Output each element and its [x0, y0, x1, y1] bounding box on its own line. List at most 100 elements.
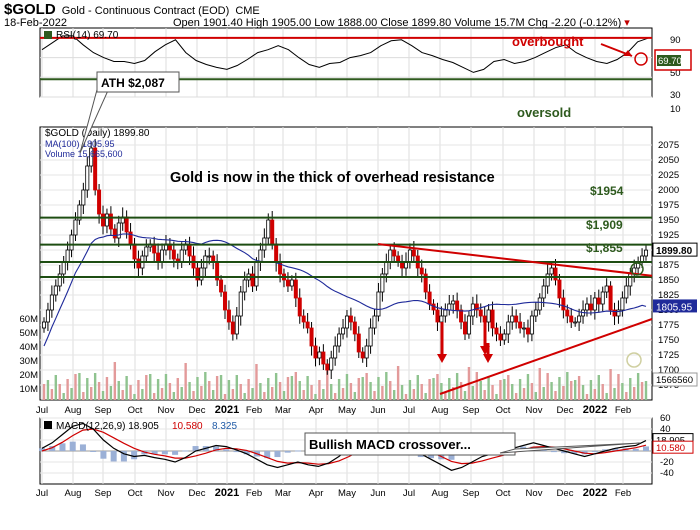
- x-tick-label: Sep: [463, 405, 480, 416]
- candle-body: [289, 279, 294, 287]
- candle-body: [348, 315, 353, 323]
- volume-bar: [333, 393, 337, 400]
- candle-body: [608, 285, 613, 311]
- volume-bar: [117, 381, 120, 400]
- candle-body: [360, 351, 365, 359]
- volume-bar: [522, 388, 526, 400]
- macd-histogram-bar: [612, 448, 619, 451]
- candle-body: [447, 303, 452, 311]
- candle-body: [486, 309, 491, 323]
- volume-bar: [278, 382, 282, 400]
- volume-bar: [62, 393, 65, 400]
- candle-body: [541, 285, 546, 299]
- candle-body: [258, 249, 263, 263]
- candle-body: [612, 309, 617, 317]
- candle-body: [628, 273, 633, 287]
- candle-body: [97, 189, 102, 215]
- candle-body: [407, 249, 412, 263]
- volume-bar: [573, 380, 577, 400]
- candle-body: [384, 261, 389, 275]
- volume-bar: [621, 383, 624, 400]
- volume-bar: [463, 391, 467, 400]
- candle-body: [459, 309, 464, 323]
- volume-bar: [290, 376, 294, 400]
- volume-bar: [514, 393, 518, 400]
- candle-body: [588, 303, 593, 311]
- candle-body: [368, 327, 373, 347]
- candle-body: [293, 279, 298, 299]
- candle-body: [321, 351, 326, 365]
- candle-body: [81, 189, 86, 206]
- volume-bar: [133, 394, 136, 400]
- candle-body: [301, 315, 306, 323]
- volume-bar: [483, 390, 486, 400]
- volume-bar: [326, 365, 329, 400]
- volume-bar: [448, 378, 451, 400]
- candle-body: [352, 321, 357, 335]
- volume-tag: 1566560: [656, 375, 693, 386]
- macd-histogram-bar: [110, 451, 117, 462]
- price-y-tick-label: 1775: [658, 320, 679, 331]
- volume-bar: [282, 391, 286, 400]
- volume-bar: [636, 373, 640, 400]
- candle-body: [596, 297, 601, 305]
- volume-tick-label: 10M: [20, 384, 39, 395]
- macd-histogram-bar: [100, 451, 107, 459]
- volume-bar: [200, 386, 203, 400]
- macd-histogram-bar: [192, 446, 199, 451]
- volume-bar: [271, 387, 274, 400]
- candle-body: [101, 213, 106, 227]
- candle-body: [226, 309, 231, 323]
- volume-bar: [526, 374, 530, 400]
- candle-body: [439, 315, 444, 323]
- volume-bar: [385, 372, 388, 400]
- signal-tag-box: [652, 440, 694, 454]
- oversold-label: oversold: [517, 105, 571, 120]
- macd-crossover-label: Bullish MACD crossover...: [309, 437, 471, 452]
- macd-histogram-bar: [131, 451, 138, 460]
- volume-bar: [121, 390, 124, 400]
- candle-body: [506, 321, 511, 335]
- candle-body: [333, 345, 338, 359]
- candle-body: [419, 267, 424, 275]
- price-y-tick-label: 1700: [658, 365, 679, 376]
- volume-bar: [381, 386, 384, 400]
- x-tick-label: Oct: [128, 405, 143, 416]
- volume-bar: [302, 390, 305, 400]
- volume-bar: [597, 375, 600, 400]
- candle-body: [309, 327, 314, 347]
- volume-bar: [404, 394, 408, 400]
- volume-bar: [491, 385, 494, 400]
- signal-tag: 10.580: [656, 443, 685, 454]
- candle-body: [584, 303, 589, 311]
- volume-bar: [396, 366, 400, 400]
- volume-bar: [70, 388, 73, 400]
- macd-histogram-bar: [571, 451, 578, 454]
- x-tick-label: Jul: [36, 405, 48, 416]
- volume-bar: [632, 387, 636, 400]
- rsi-y-tick-label: 30: [670, 90, 681, 101]
- candle-body: [443, 309, 448, 317]
- volume-bar: [589, 380, 593, 400]
- volume-bar: [286, 377, 290, 400]
- candle-body: [238, 291, 243, 317]
- symbol: $GOLD: [4, 1, 56, 18]
- last-price-tag-box: [652, 242, 698, 257]
- x-tick-label: 2021: [215, 404, 239, 416]
- x-tick-label: Nov: [158, 405, 175, 416]
- price-legend-ma: MA(100) 1805.95: [45, 139, 115, 149]
- volume-bar: [503, 379, 506, 400]
- volume-bar: [318, 380, 321, 400]
- volume-bar: [471, 386, 475, 400]
- volume-bar: [436, 374, 439, 400]
- candle-body: [474, 303, 479, 311]
- macd-histogram-bar: [151, 451, 158, 455]
- candle-body: [522, 327, 527, 330]
- volume-bar: [263, 392, 266, 400]
- volume-bar: [389, 381, 392, 400]
- volume-bar: [243, 393, 246, 400]
- x-tick-label: Feb: [246, 405, 262, 416]
- macd-signal-line: [41, 428, 647, 465]
- x-tick-label: Jul: [36, 488, 48, 499]
- x-tick-label: Aug: [432, 405, 449, 416]
